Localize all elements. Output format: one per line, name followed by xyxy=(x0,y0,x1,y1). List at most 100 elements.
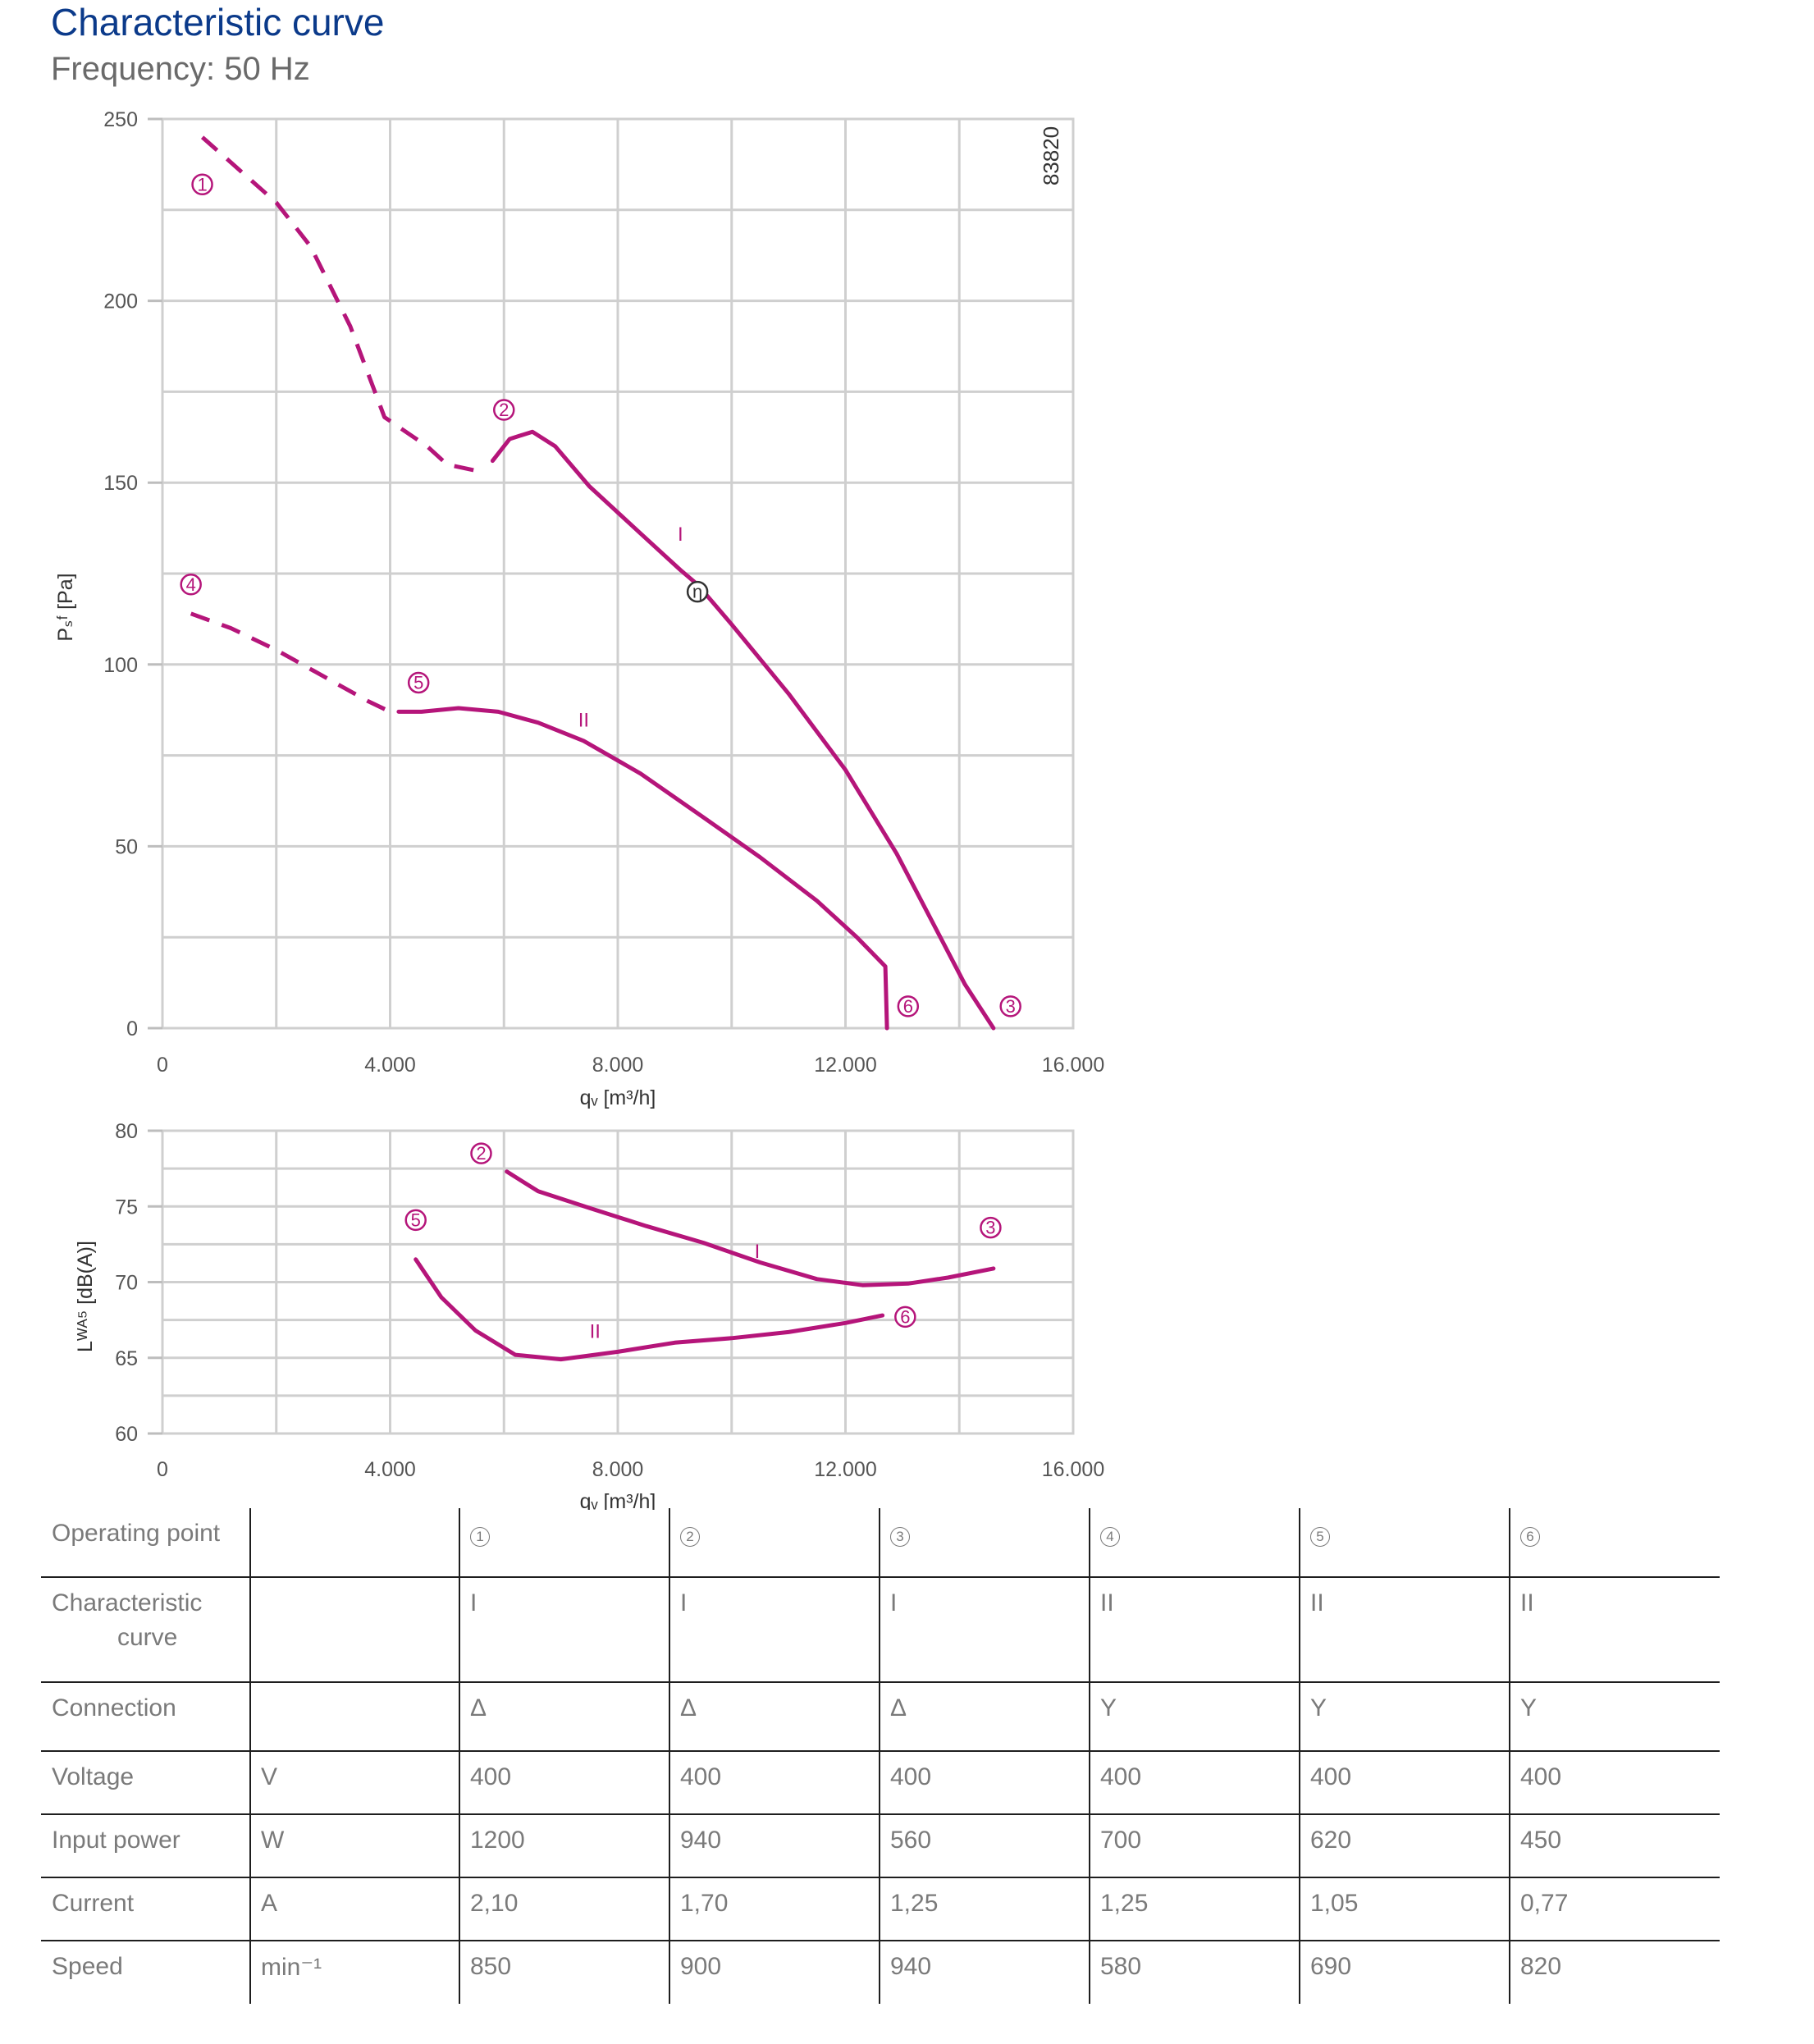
table-cell: 450 xyxy=(1509,1814,1720,1878)
chart-1-series-ii-line xyxy=(396,706,889,1031)
table-cell: 1,25 xyxy=(1089,1877,1300,1941)
table-cell: Y xyxy=(1509,1682,1720,1752)
table-cell: 400 xyxy=(1299,1751,1510,1815)
chart-1-operating-point-label: 6 xyxy=(903,996,913,1017)
table-cell: Δ xyxy=(669,1682,880,1752)
chart-2-series-ii-line xyxy=(414,1257,885,1362)
chart-1-operating-point-label: 2 xyxy=(499,400,509,420)
chart-2-x-tick-label: 8.000 xyxy=(592,1458,644,1481)
table-cell: 940 xyxy=(879,1941,1090,2004)
table-cell: Δ xyxy=(459,1682,669,1752)
table-cell: 2,10 xyxy=(459,1877,669,1941)
chart-2-y-axis-label: Lᵂᴬ⁵ [dB(A)] xyxy=(74,1241,97,1352)
chart-1-operating-point-label: η xyxy=(692,582,702,602)
operating-point-cell: 1 xyxy=(459,1508,669,1578)
circled-number: 2 xyxy=(680,1527,700,1547)
table-cell: 400 xyxy=(669,1751,880,1815)
table-cell: I xyxy=(879,1577,1090,1683)
chart-2-y-tick-label: 70 xyxy=(115,1272,138,1295)
chart-1-y-tick-label: 200 xyxy=(103,290,138,313)
table-cell: 1,05 xyxy=(1299,1877,1510,1941)
table-cell: 700 xyxy=(1089,1814,1300,1878)
operating-point-cell: 5 xyxy=(1299,1508,1510,1578)
table-row-input-power: Input power W 1200 940 560 700 620 450 xyxy=(41,1814,1720,1878)
chart-1-operating-point-marker xyxy=(407,671,430,694)
chart-1-series-i-dashed-line xyxy=(200,135,482,474)
chart-2-curve-label: I xyxy=(755,1241,761,1263)
chart-1-x-tick-label: 8.000 xyxy=(592,1054,644,1077)
circled-number: 6 xyxy=(1520,1527,1540,1547)
chart-2-series-i-line xyxy=(505,1169,996,1287)
table-cell: 400 xyxy=(459,1751,669,1815)
operating-point-cell: 4 xyxy=(1089,1508,1300,1578)
frequency-subtitle: Frequency: 50 Hz xyxy=(51,51,310,87)
row-label: Current xyxy=(41,1877,250,1941)
table-cell: 820 xyxy=(1509,1941,1720,2004)
table-cell: II xyxy=(1509,1577,1720,1683)
chart-1-x-tick-label: 0 xyxy=(157,1054,168,1077)
table-row-operating-point: Operating point 1 2 3 4 5 6 xyxy=(41,1508,1720,1578)
page-title: Characteristic curve xyxy=(51,1,385,43)
table-row-characteristic-curve: Characteristic curve I I I II II II xyxy=(41,1577,1720,1683)
chart-1-x-tick-label: 16.000 xyxy=(1042,1054,1104,1077)
row-label-line1: Characteristic xyxy=(52,1589,203,1616)
chart-1-y-tick-label: 250 xyxy=(103,108,138,131)
table-cell: 400 xyxy=(1509,1751,1720,1815)
chart-1-operating-point-marker xyxy=(999,995,1021,1017)
chart-1-series-ii-dashed-line xyxy=(190,611,391,714)
table-row-voltage: Voltage V 400 400 400 400 400 400 xyxy=(41,1751,1720,1815)
chart-1-x-tick-label: 12.000 xyxy=(814,1054,876,1077)
chart-1-operating-point-marker xyxy=(191,173,213,196)
chart-2-operating-point-label: 6 xyxy=(900,1306,910,1327)
chart-1-operating-point-marker xyxy=(686,580,709,603)
row-label: Voltage xyxy=(41,1751,250,1815)
chart-1-series-i-line xyxy=(490,429,996,1031)
circled-number: 4 xyxy=(1100,1527,1120,1547)
table-cell: 580 xyxy=(1089,1941,1300,2004)
table-cell: Y xyxy=(1089,1682,1300,1752)
row-label: Operating point xyxy=(41,1508,250,1578)
row-unit: W xyxy=(249,1814,459,1878)
circled-number: 3 xyxy=(890,1527,910,1547)
chart-1-operating-point-label: 1 xyxy=(197,174,207,194)
chart-2-operating-point-marker xyxy=(470,1142,492,1164)
chart-2-operating-point-marker xyxy=(404,1209,427,1232)
row-label-line2: curve xyxy=(117,1624,178,1651)
circled-number: 1 xyxy=(470,1527,490,1547)
table-cell: 1,70 xyxy=(669,1877,880,1941)
chart-1-operating-point-marker xyxy=(897,995,920,1017)
chart-1-operating-point-marker xyxy=(180,574,202,596)
chart-2-operating-point-marker xyxy=(894,1306,916,1328)
table-cell: 400 xyxy=(879,1751,1090,1815)
row-unit: min⁻¹ xyxy=(249,1941,459,2004)
row-label: Characteristic curve xyxy=(41,1577,250,1683)
chart-1-y-axis-label: Pₛᶠ [Pa] xyxy=(54,573,77,641)
chart-2-operating-point-marker xyxy=(980,1216,1002,1239)
table-cell: 560 xyxy=(879,1814,1090,1878)
table-cell: I xyxy=(669,1577,880,1683)
chart-1-curve-label: II xyxy=(578,709,589,731)
table-cell: I xyxy=(459,1577,669,1683)
table-row-connection: Connection Δ Δ Δ Y Y Y xyxy=(41,1682,1720,1752)
table-cell: 850 xyxy=(459,1941,669,2004)
chart-1-x-axis-label: qᵥ [m³/h] xyxy=(580,1086,656,1109)
chart-1-y-tick-label: 0 xyxy=(126,1017,138,1040)
row-label: Connection xyxy=(41,1682,250,1752)
chart-1-operating-point-label: 3 xyxy=(1006,996,1016,1017)
table-cell: II xyxy=(1089,1577,1300,1683)
table-cell: 0,77 xyxy=(1509,1877,1720,1941)
chart-2-y-tick-label: 75 xyxy=(115,1196,138,1219)
table-row-speed: Speed min⁻¹ 850 900 940 580 690 820 xyxy=(41,1941,1720,2004)
table-cell: 1,25 xyxy=(879,1877,1090,1941)
table-cell: 1200 xyxy=(459,1814,669,1878)
chart-1-curve-label: I xyxy=(678,524,683,546)
chart-2-operating-point-label: 2 xyxy=(476,1143,486,1164)
chart-2-x-axis-label: qᵥ [m³/h] xyxy=(580,1490,656,1510)
row-unit xyxy=(249,1682,459,1752)
chart-2-x-tick-label: 0 xyxy=(157,1458,168,1481)
chart-2-curve-label: II xyxy=(590,1321,601,1343)
row-unit xyxy=(249,1577,459,1683)
table-cell: Y xyxy=(1299,1682,1510,1752)
chart-2-operating-point-label: 3 xyxy=(985,1218,995,1238)
table-cell: 900 xyxy=(669,1941,880,2004)
